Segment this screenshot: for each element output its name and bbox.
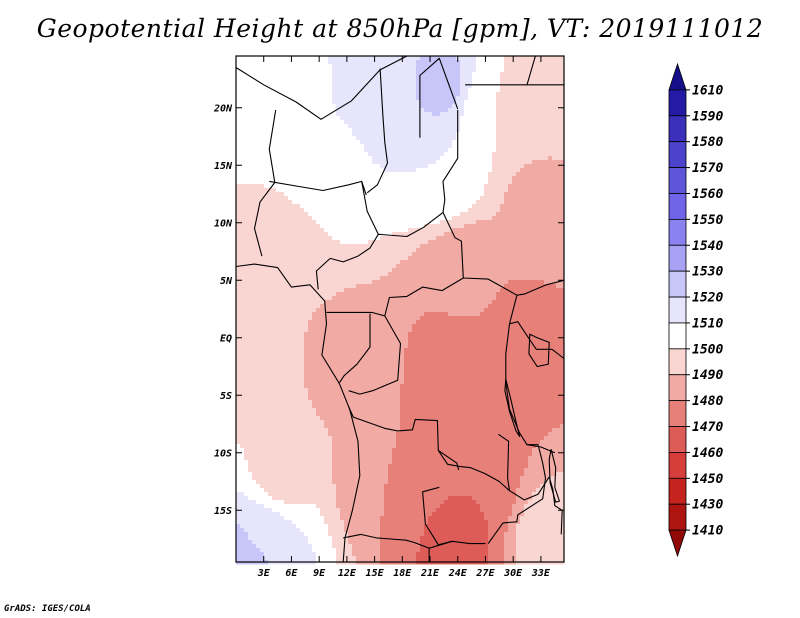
map-panel	[235, 55, 565, 565]
colorbar-label: 1430	[692, 498, 723, 513]
x-tick-label: 12E	[338, 568, 357, 579]
colorbar-label: 1460	[692, 446, 723, 461]
colorbar-segment	[668, 529, 687, 558]
border-line	[437, 449, 460, 471]
colorbar-label: 1580	[692, 135, 723, 150]
chart-title: Geopotential Height at 850hPa [gpm], VT:…	[36, 14, 764, 43]
border-line	[422, 486, 486, 546]
x-tick-label: 27E	[475, 568, 495, 579]
colorbar-label: 1610	[692, 83, 723, 98]
colorbar-segment	[668, 193, 687, 220]
lake-outline	[548, 449, 561, 503]
x-tick-label: 21E	[420, 568, 440, 579]
x-tick-label: 24E	[448, 568, 468, 579]
x-tick-label: 6E	[285, 568, 298, 579]
colorbar-label: 1520	[692, 291, 723, 306]
y-tick-label: 15S	[214, 506, 232, 517]
colorbar: 1610 1590 1580 1570 1560 1550 1540 1530 1520 1510…	[668, 62, 723, 558]
colorbar-segment	[668, 426, 687, 453]
x-tick-label: 18E	[393, 568, 412, 579]
lake-outline	[504, 379, 521, 437]
colorbar-label: 1570	[692, 161, 723, 176]
colorbar-segment	[668, 374, 687, 402]
colorbar-segment	[668, 296, 687, 324]
colorbar-segment	[668, 477, 687, 505]
colorbar-label: 1540	[692, 239, 723, 254]
border-line	[378, 211, 565, 296]
colorbar-segment	[668, 218, 687, 246]
colorbar-label: 1560	[692, 187, 723, 202]
colorbar-segment	[668, 244, 687, 272]
border-line	[253, 109, 277, 257]
border-line	[235, 263, 361, 563]
colorbar-label: 1470	[692, 420, 723, 435]
colorbar-segment	[668, 270, 687, 298]
x-tick-label: 30E	[503, 568, 523, 579]
colorbar-label: 1450	[692, 472, 723, 487]
colorbar-segment	[668, 452, 687, 479]
colorbar-label: 1510	[692, 316, 723, 331]
border-line	[315, 181, 379, 290]
border-line	[419, 57, 459, 138]
y-tick-label: 5N	[220, 276, 233, 287]
border-line	[509, 476, 563, 535]
colorbar-label: 1530	[692, 265, 723, 280]
x-tick-label: 33E	[531, 568, 551, 579]
border-line	[326, 277, 464, 317]
grads-credit: GrADS: IGES/COLA	[4, 604, 91, 614]
map-frame	[235, 55, 565, 563]
colorbar-segment	[668, 62, 687, 91]
y-tick-label: 10S	[214, 448, 232, 459]
colorbar-label: 1480	[692, 394, 723, 409]
colorbar-segment	[668, 89, 687, 117]
y-tick-label: 20N	[213, 103, 233, 114]
border-line	[442, 110, 459, 213]
colorbar-segment	[668, 167, 687, 194]
x-tick-label: 9E	[313, 568, 326, 579]
colorbar-label: 1590	[692, 109, 723, 124]
lake-outline	[528, 333, 550, 368]
y-tick-label: 15N	[214, 161, 233, 172]
colorbar-label: 1410	[692, 524, 723, 539]
colorbar-segment	[668, 322, 687, 350]
border-line	[487, 444, 547, 544]
border-line	[509, 321, 565, 359]
colorbar-segment	[668, 400, 687, 427]
y-tick-label: 5S	[220, 391, 232, 402]
colorbar-segment	[668, 141, 687, 168]
colorbar-label: 1500	[692, 342, 723, 357]
colorbar-segment	[668, 503, 687, 531]
colorbar-segment	[668, 348, 687, 376]
y-tick-label: EQ	[220, 333, 232, 344]
x-tick-label: 15E	[366, 568, 385, 579]
colorbar-label: 1550	[692, 213, 723, 228]
border-line	[348, 406, 511, 492]
colorbar-label: 1490	[692, 368, 723, 383]
border-line	[348, 315, 402, 395]
x-tick-label: 3E	[257, 568, 271, 579]
border-line	[366, 68, 389, 194]
border-line	[526, 55, 536, 85]
y-tick-label: 10N	[214, 218, 233, 229]
map-axes: 3E 6E 9E 12E 15E 18E 21E 24E 27E 30E 33E 20N 15N 10N 5…	[213, 56, 564, 579]
border-line	[339, 313, 371, 383]
colorbar-segment	[668, 115, 687, 143]
